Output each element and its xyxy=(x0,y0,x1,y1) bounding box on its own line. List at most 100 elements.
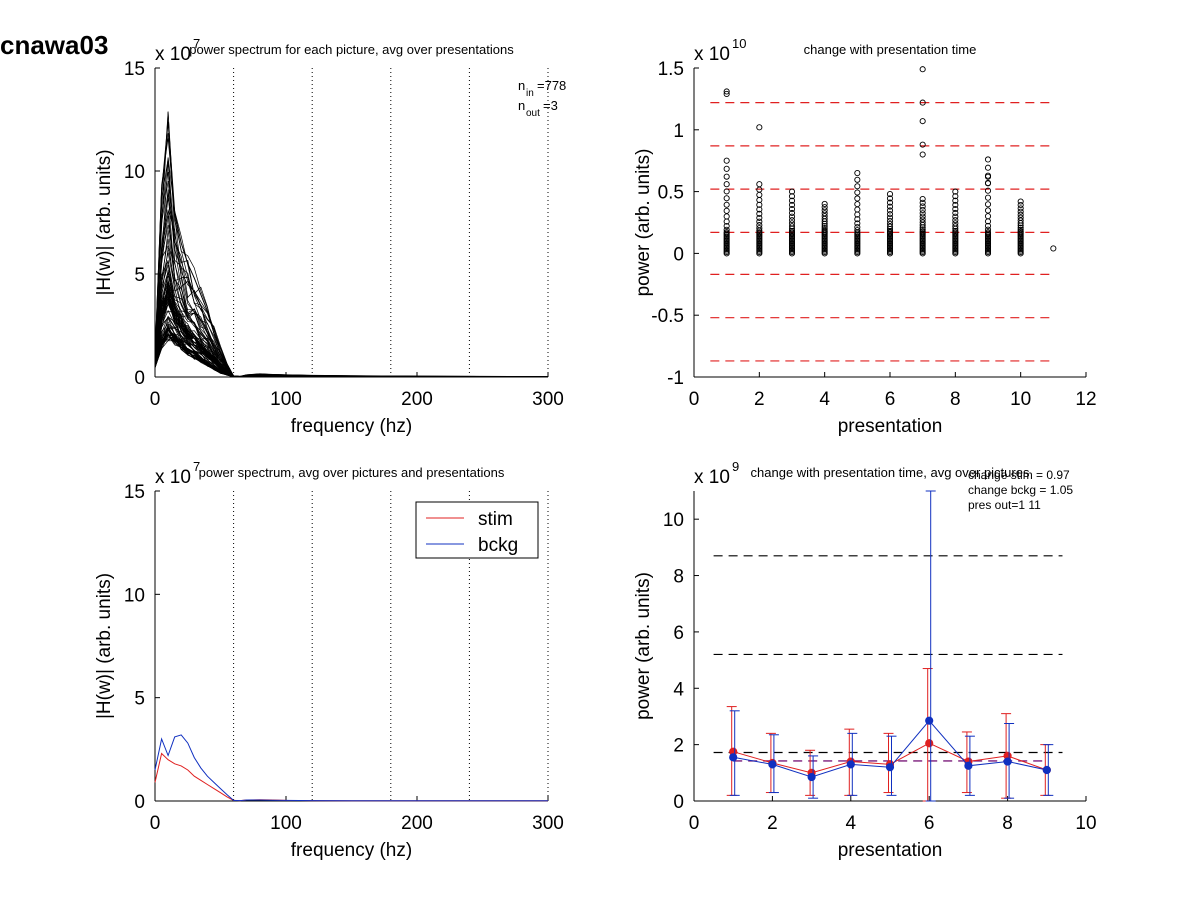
p2-point xyxy=(984,222,992,229)
p2-point xyxy=(723,226,730,233)
p2-point xyxy=(886,199,894,206)
p2-point xyxy=(756,222,763,229)
p1-nin-sub: in xyxy=(526,88,534,99)
p2-y-tick-label: 1.5 xyxy=(658,59,684,80)
p2-point xyxy=(1017,198,1024,205)
p2-x-tick-label: 0 xyxy=(689,389,700,410)
p2-point xyxy=(788,220,796,227)
p2-point xyxy=(821,200,828,208)
p2-point xyxy=(1017,205,1024,212)
p2-point xyxy=(788,213,796,220)
p2-point xyxy=(723,157,730,164)
p2-y-tick-label: 0.5 xyxy=(658,183,684,204)
p2-point xyxy=(952,213,959,220)
p3-y-tick-label: 5 xyxy=(134,689,145,710)
p2-point xyxy=(919,219,926,226)
p2-point xyxy=(919,226,926,233)
p1-yexp-power: 7 xyxy=(193,36,200,51)
p2-point xyxy=(854,224,861,231)
p2-point xyxy=(756,218,763,225)
p2-point xyxy=(854,216,861,223)
p1-nout-n: n xyxy=(518,98,525,113)
p4-yexp-base: x 10 xyxy=(694,467,730,488)
p2-point xyxy=(919,228,926,235)
p2-point xyxy=(984,187,992,194)
p2-point xyxy=(788,197,796,204)
p4-y-tick-label: 4 xyxy=(673,679,684,700)
p1-y-tick-label: 15 xyxy=(124,59,145,80)
p2-point xyxy=(1050,245,1057,252)
p2-x-tick-label: 2 xyxy=(754,389,765,410)
p2-point xyxy=(984,194,992,201)
p2-point xyxy=(952,220,959,227)
p2-point xyxy=(821,210,828,217)
p4-x-tick-label: 10 xyxy=(1075,813,1096,834)
p3-series-bckg xyxy=(154,734,548,802)
p3-legend-label: stim xyxy=(478,509,513,530)
p3-y-tick-label: 0 xyxy=(134,792,145,813)
p2-point xyxy=(788,209,796,217)
p3-y-tick-label: 15 xyxy=(124,482,145,503)
p2-point xyxy=(886,207,894,214)
p2-point xyxy=(788,206,796,213)
p4-x-tick-label: 6 xyxy=(924,813,935,834)
p4-point-bckg xyxy=(846,760,855,769)
p4-x-tick-label: 0 xyxy=(689,813,700,834)
p2-point xyxy=(788,217,796,224)
p2-point xyxy=(821,225,828,232)
p2-y-tick-label: 1 xyxy=(673,121,684,142)
p4-x-tick-label: 8 xyxy=(1002,813,1013,834)
p2-yexp-base: x 10 xyxy=(694,44,730,65)
p2-point xyxy=(952,193,959,200)
p2-point xyxy=(886,220,894,227)
p2-point xyxy=(723,213,730,220)
p2-point xyxy=(854,227,861,234)
p2-point xyxy=(886,191,894,198)
p2-outlier-point xyxy=(919,118,926,125)
p2-point xyxy=(952,209,959,217)
p2-outlier-point xyxy=(723,90,730,98)
p1-nin-n: n xyxy=(518,78,525,93)
p1-y-tick-label: 10 xyxy=(124,162,145,183)
p2-point xyxy=(952,197,959,204)
p2-point xyxy=(984,156,992,163)
p1-yexp-base: x 10 xyxy=(155,44,191,65)
p2-point xyxy=(788,201,796,209)
p1-x-tick-label: 200 xyxy=(401,389,433,410)
p2-point xyxy=(723,188,730,195)
p1-xlabel: frequency (hz) xyxy=(291,416,412,437)
p4-x-tick-label: 2 xyxy=(767,813,778,834)
p1-spectrum-max-line xyxy=(154,121,549,378)
p4-point-stim xyxy=(925,739,934,748)
p2-point xyxy=(886,214,894,221)
p2-point xyxy=(756,225,763,232)
p1-spectrum-line xyxy=(154,333,548,378)
p1-nout-value: =3 xyxy=(543,98,558,113)
p2-point xyxy=(886,217,894,224)
p2-outlier-point xyxy=(919,99,926,106)
p2-point xyxy=(723,181,730,188)
p4-point-bckg xyxy=(807,772,816,782)
p1-spectrum-line xyxy=(154,137,549,377)
p2-point xyxy=(919,199,926,206)
p1-x-tick-label: 300 xyxy=(532,389,564,410)
p2-point xyxy=(854,220,861,227)
p2-point xyxy=(1017,208,1024,215)
p2-point xyxy=(952,188,959,195)
p2-point xyxy=(984,201,992,208)
p4-x-tick-label: 4 xyxy=(846,813,857,834)
p2-point xyxy=(756,210,763,217)
p2-point xyxy=(1017,224,1024,231)
p4-point-bckg xyxy=(925,716,934,725)
p2-point xyxy=(984,207,992,214)
p2-point xyxy=(919,203,926,210)
p2-point xyxy=(886,223,894,230)
p3-series-stim xyxy=(154,752,548,802)
p2-point xyxy=(984,213,992,220)
p2-point xyxy=(723,229,730,236)
p2-yexp-power: 10 xyxy=(732,36,746,51)
p2-point xyxy=(756,181,763,188)
p2-point xyxy=(952,223,959,230)
p2-outlier-point xyxy=(919,66,926,73)
